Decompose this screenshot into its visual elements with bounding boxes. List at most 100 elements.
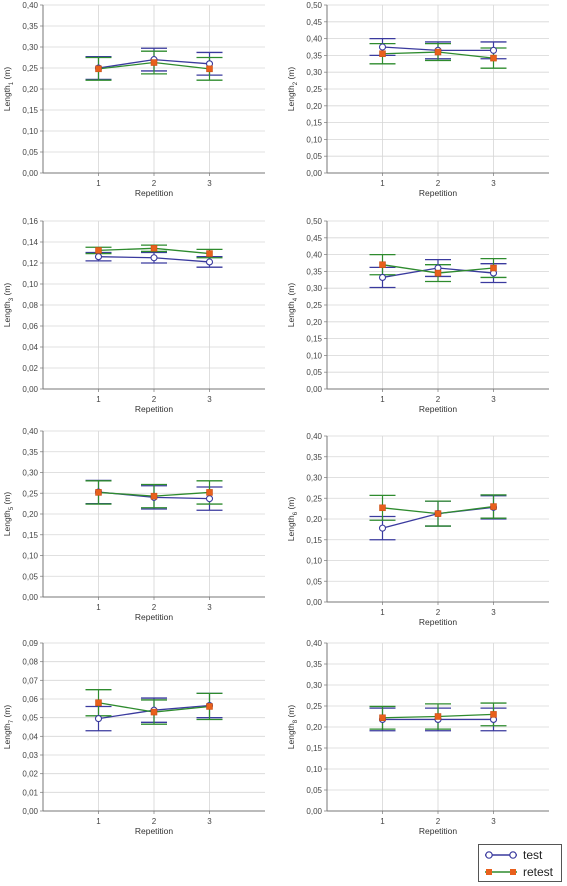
y-tick-label: 0,16 xyxy=(22,217,38,226)
y-tick-label: 0,04 xyxy=(22,343,38,352)
y-tick-label: 0,00 xyxy=(306,598,322,607)
retest-point xyxy=(150,708,158,716)
y-tick-label: 0,35 xyxy=(22,448,38,457)
x-axis-title: Repetition xyxy=(135,404,174,414)
y-axis-title: Length5 (m) xyxy=(2,492,15,537)
y-axis-title: Length4 (m) xyxy=(286,283,299,328)
retest-point xyxy=(150,245,158,252)
chart-panel-1: 0,00 0,05 0,10 0,15 0,20 0,25 0,30 0,35 0,40 1 2 3 R… xyxy=(2,1,265,198)
x-tick-label: 1 xyxy=(96,817,101,826)
retest-point xyxy=(490,54,497,62)
y-tick-label: 0,10 xyxy=(306,351,322,360)
retest-point xyxy=(95,699,102,706)
y-tick-label: 0,00 xyxy=(306,385,322,394)
y-tick-label: 0,35 xyxy=(306,660,322,669)
x-tick-label: 2 xyxy=(152,179,157,188)
test-point xyxy=(378,43,387,51)
y-tick-label: 0,00 xyxy=(306,169,322,178)
x-tick-label: 1 xyxy=(380,817,385,826)
y-tick-label: 0,07 xyxy=(22,676,38,685)
legend-item-retest: retest xyxy=(483,864,561,880)
legend: test retest xyxy=(478,844,562,882)
x-tick-label: 1 xyxy=(96,179,101,188)
test-point xyxy=(205,258,214,266)
retest-point xyxy=(206,489,213,496)
x-tick-label: 2 xyxy=(436,608,441,617)
y-axis-title: Length7 (m) xyxy=(2,705,15,750)
x-axis-title: Repetition xyxy=(419,826,458,836)
retest-point xyxy=(379,714,386,722)
series-test xyxy=(369,37,507,60)
retest-point xyxy=(434,48,442,56)
y-tick-label: 0,30 xyxy=(22,469,38,478)
retest-point xyxy=(206,703,213,710)
y-tick-label: 0,15 xyxy=(306,744,322,753)
legend-item-test: test xyxy=(483,847,561,863)
x-tick-label: 3 xyxy=(207,603,212,612)
x-axis-title: Repetition xyxy=(135,826,174,836)
chart-panel-8: 0,00 0,05 0,10 0,15 0,20 0,25 0,30 0,35 0,40 1 2 3 R… xyxy=(286,639,549,836)
x-axis-title: Repetition xyxy=(135,188,174,198)
y-tick-label: 0,08 xyxy=(22,658,38,667)
y-tick-label: 0,03 xyxy=(22,751,38,760)
y-tick-label: 0,08 xyxy=(22,301,38,310)
x-tick-label: 2 xyxy=(152,395,157,404)
retest-point xyxy=(379,504,386,512)
x-tick-label: 1 xyxy=(380,608,385,617)
y-tick-label: 0,05 xyxy=(22,572,38,581)
y-tick-label: 0,20 xyxy=(306,102,322,111)
y-tick-label: 0,15 xyxy=(306,536,322,545)
test-point xyxy=(378,524,387,532)
y-tick-label: 0,30 xyxy=(306,474,322,483)
x-tick-label: 3 xyxy=(491,395,496,404)
retest-point xyxy=(95,65,102,73)
chart-panel-3: 0,00 0,02 0,04 0,06 0,08 0,10 0,12 0,14 0,16 1 2 3 R… xyxy=(2,217,265,414)
chart-panel-2: 0,00 0,05 0,10 0,15 0,20 0,25 0,30 0,35 0,40 0,45… xyxy=(286,1,549,198)
x-tick-label: 3 xyxy=(207,395,212,404)
test-point xyxy=(150,254,158,262)
x-tick-label: 2 xyxy=(436,817,441,826)
y-tick-label: 0,50 xyxy=(306,217,322,226)
retest-point xyxy=(206,65,213,73)
retest-point xyxy=(379,261,386,268)
retest-point xyxy=(379,50,386,57)
y-tick-label: 0,06 xyxy=(22,695,38,704)
x-tick-label: 3 xyxy=(491,817,496,826)
y-tick-label: 0,40 xyxy=(22,427,38,436)
retest-point xyxy=(150,59,158,66)
x-tick-label: 3 xyxy=(207,817,212,826)
y-tick-label: 0,09 xyxy=(22,639,38,648)
y-tick-label: 0,00 xyxy=(22,807,38,816)
y-axis-title: Length3 (m) xyxy=(2,283,15,328)
x-tick-label: 2 xyxy=(436,179,441,188)
retest-point xyxy=(150,492,158,500)
y-tick-label: 0,12 xyxy=(22,259,38,268)
chart-panel-7: 0,00 0,01 0,02 0,03 0,04 0,05 0,06 0,07 0,08 0,09… xyxy=(2,639,265,836)
y-tick-label: 0,25 xyxy=(306,494,322,503)
x-axis-title: Repetition xyxy=(419,617,458,627)
y-tick-label: 0,05 xyxy=(22,714,38,723)
y-axis-title: Length1 (m) xyxy=(2,67,15,112)
y-tick-label: 0,40 xyxy=(306,432,322,441)
legend-label-retest: retest xyxy=(523,865,554,879)
y-tick-label: 0,50 xyxy=(306,1,322,10)
chart-panel-6: 0,00 0,05 0,10 0,15 0,20 0,25 0,30 0,35 0,40 1 2 3 R… xyxy=(286,432,549,627)
y-tick-label: 0,25 xyxy=(22,489,38,498)
y-tick-label: 0,05 xyxy=(306,786,322,795)
y-tick-label: 0,35 xyxy=(22,22,38,31)
y-tick-label: 0,05 xyxy=(306,368,322,377)
legend-label-test: test xyxy=(523,848,543,862)
y-tick-label: 0,35 xyxy=(306,453,322,462)
y-tick-label: 0,00 xyxy=(22,169,38,178)
y-tick-label: 0,35 xyxy=(306,267,322,276)
x-axis-title: Repetition xyxy=(419,404,458,414)
y-tick-label: 0,10 xyxy=(22,552,38,561)
y-tick-label: 0,10 xyxy=(306,135,322,144)
y-tick-label: 0,05 xyxy=(306,577,322,586)
x-tick-label: 1 xyxy=(380,179,385,188)
test-point xyxy=(94,715,103,723)
y-tick-label: 0,00 xyxy=(22,593,38,602)
test-point xyxy=(94,253,103,261)
y-tick-label: 0,05 xyxy=(22,148,38,157)
